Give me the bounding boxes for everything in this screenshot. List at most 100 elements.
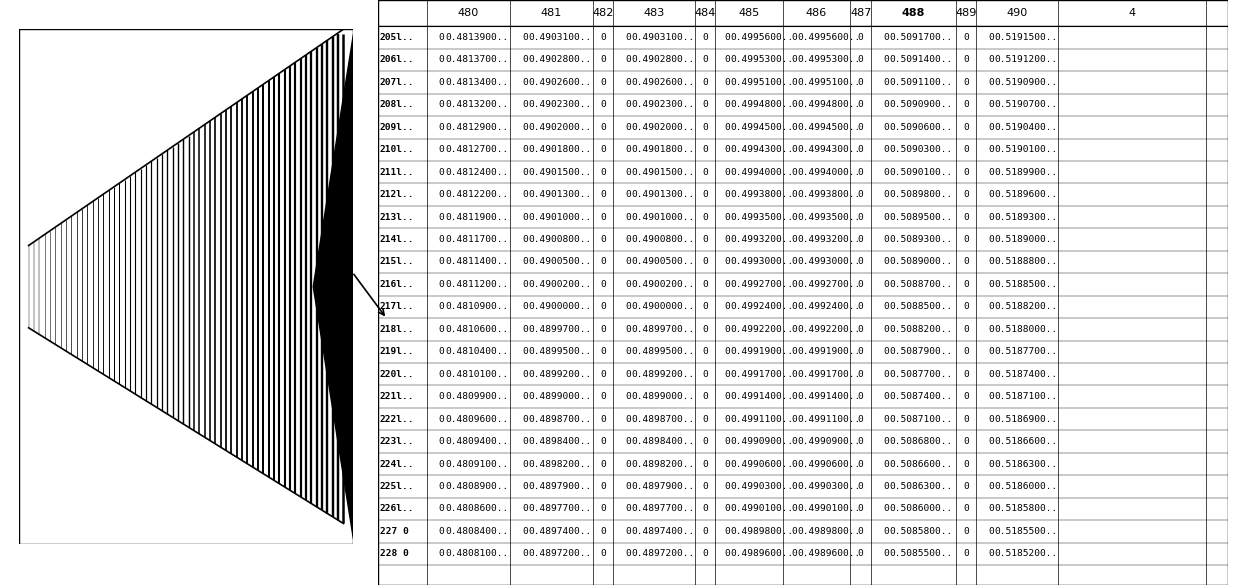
Text: 0: 0 [858,437,863,446]
Text: 0: 0 [963,302,968,311]
Text: 0.4899500..: 0.4899500.. [528,347,591,356]
Text: 0.4810400..: 0.4810400.. [445,347,508,356]
Text: 0: 0 [883,145,889,154]
Text: 0.5086300..: 0.5086300.. [889,482,952,491]
Text: 0: 0 [792,392,797,401]
Text: 0: 0 [522,33,528,42]
Text: 0: 0 [883,437,889,446]
Text: 0.4993000..: 0.4993000.. [730,257,794,267]
Text: 0: 0 [963,33,968,42]
Text: 0.4811700..: 0.4811700.. [445,235,508,244]
Text: 0: 0 [963,78,968,87]
Text: 0.4901000..: 0.4901000.. [631,212,694,222]
Text: 0.4810100..: 0.4810100.. [445,370,508,378]
Text: 0.5190700..: 0.5190700.. [994,101,1058,109]
Text: 215l..: 215l.. [379,257,414,267]
Text: 0: 0 [702,56,708,64]
Text: 0.5189300..: 0.5189300.. [994,212,1058,222]
Text: 0: 0 [858,190,863,199]
Text: 0: 0 [988,302,993,311]
Text: 0: 0 [522,101,528,109]
Text: 0: 0 [522,482,528,491]
Text: 0: 0 [792,527,797,536]
Text: 0: 0 [883,280,889,289]
Text: 0: 0 [883,78,889,87]
Text: 0.4992700..: 0.4992700.. [730,280,794,289]
Text: 0: 0 [792,459,797,469]
Text: 221l..: 221l.. [379,392,414,401]
Text: 0.4902800..: 0.4902800.. [631,56,694,64]
Text: 0.5190100..: 0.5190100.. [994,145,1058,154]
Text: 0.4812200..: 0.4812200.. [445,190,508,199]
Text: 0: 0 [988,212,993,222]
Text: 0.5091700..: 0.5091700.. [889,33,952,42]
Text: 0: 0 [439,347,444,356]
Text: 0.4992400..: 0.4992400.. [730,302,794,311]
Text: 0.4990600..: 0.4990600.. [797,459,861,469]
Text: 0: 0 [883,504,889,514]
Text: 0: 0 [792,302,797,311]
Text: 0: 0 [963,527,968,536]
Text: 0.5091100..: 0.5091100.. [889,78,952,87]
Text: 0.4900800..: 0.4900800.. [528,235,591,244]
Text: 0.4813700..: 0.4813700.. [445,56,508,64]
Text: 0.4900000..: 0.4900000.. [631,302,694,311]
Text: 0: 0 [724,235,730,244]
Text: 0.4993800..: 0.4993800.. [730,190,794,199]
Text: 0.5087900..: 0.5087900.. [889,347,952,356]
Text: 0: 0 [724,123,730,132]
Text: 0.5089800..: 0.5089800.. [889,190,952,199]
Text: 206l..: 206l.. [379,56,414,64]
Text: 0: 0 [858,392,863,401]
Text: 0: 0 [600,347,606,356]
Text: 0: 0 [702,302,708,311]
Text: 0.5085800..: 0.5085800.. [889,527,952,536]
Text: 0: 0 [724,325,730,334]
Text: 0.4995100..: 0.4995100.. [730,78,794,87]
Text: 0: 0 [792,56,797,64]
Text: 0: 0 [963,459,968,469]
Text: 0.5185200..: 0.5185200.. [994,549,1058,558]
Text: 0: 0 [625,257,631,267]
Text: 0: 0 [439,212,444,222]
Text: 0: 0 [724,459,730,469]
Text: 0.4993200..: 0.4993200.. [730,235,794,244]
Text: 0: 0 [883,527,889,536]
Text: 0: 0 [702,527,708,536]
Text: 484: 484 [694,8,715,18]
Text: 0: 0 [858,482,863,491]
Text: 485: 485 [738,8,760,18]
Text: 0: 0 [439,235,444,244]
Text: 0: 0 [600,56,606,64]
Text: 0: 0 [702,168,708,177]
Text: 0: 0 [625,168,631,177]
Text: 0.5191200..: 0.5191200.. [994,56,1058,64]
Text: 0: 0 [522,123,528,132]
Text: 0: 0 [963,101,968,109]
Text: 0.4901800..: 0.4901800.. [631,145,694,154]
Text: 0: 0 [439,392,444,401]
Text: 0: 0 [702,257,708,267]
Text: 0: 0 [792,482,797,491]
Text: 0: 0 [883,101,889,109]
Text: 0.5089300..: 0.5089300.. [889,235,952,244]
Text: 0: 0 [883,123,889,132]
Text: 0.4903100..: 0.4903100.. [631,33,694,42]
Text: 0: 0 [522,347,528,356]
Text: 0: 0 [625,280,631,289]
Text: 482: 482 [593,8,614,18]
Text: 0: 0 [963,145,968,154]
Text: 0.5189000..: 0.5189000.. [994,235,1058,244]
Text: 0: 0 [724,415,730,424]
Text: 226l..: 226l.. [379,504,414,514]
Text: 0: 0 [792,415,797,424]
Text: 0.4994800..: 0.4994800.. [797,101,861,109]
Text: 0.5090900..: 0.5090900.. [889,101,952,109]
Text: 486: 486 [806,8,827,18]
Text: 0.4897700..: 0.4897700.. [528,504,591,514]
Text: 213l..: 213l.. [379,212,414,222]
Text: 0.4809600..: 0.4809600.. [445,415,508,424]
Text: 0: 0 [724,527,730,536]
Text: 0.4897400..: 0.4897400.. [631,527,694,536]
Text: 0.4900500..: 0.4900500.. [528,257,591,267]
